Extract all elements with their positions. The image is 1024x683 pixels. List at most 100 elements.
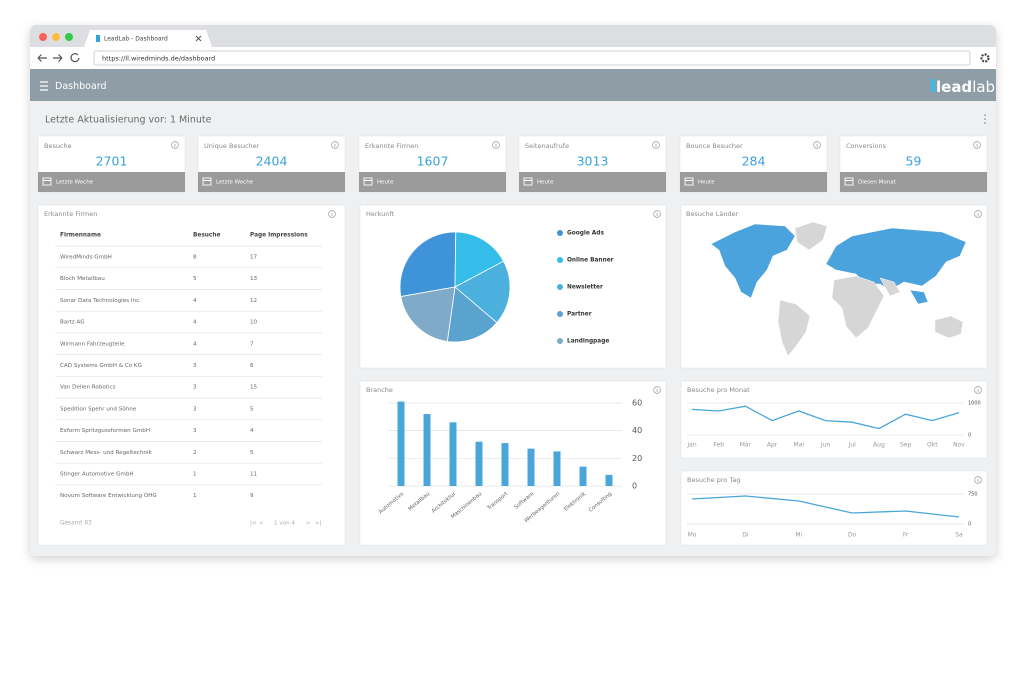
- map-region: [934, 315, 964, 339]
- y-tick-label: 0: [968, 522, 971, 528]
- info-icon[interactable]: [328, 210, 336, 218]
- y-tick-label: 60: [632, 398, 642, 407]
- kpi-title: Unique Besucher: [204, 142, 260, 150]
- pager[interactable]: |<: [250, 521, 257, 527]
- card-title: Branche: [366, 386, 393, 394]
- info-icon[interactable]: [652, 141, 660, 149]
- calendar-icon: [523, 177, 533, 186]
- table-cell: Sonar Data Technologies Inc.: [60, 298, 141, 304]
- bar: [579, 466, 587, 486]
- logo-light: lab: [972, 78, 995, 96]
- nav-reload[interactable]: [70, 53, 80, 63]
- tab-close[interactable]: [195, 35, 202, 42]
- legend-label: Newsletter: [567, 285, 603, 291]
- legend-dot: [557, 311, 563, 317]
- x-tick-label: Mi: [795, 532, 802, 539]
- kpi-footer: [840, 172, 987, 192]
- logo: leadlab: [936, 78, 995, 96]
- calendar-icon: [363, 177, 373, 186]
- table-cell: 4: [193, 320, 197, 326]
- kpi-footer: [359, 172, 506, 192]
- legend-dot: [557, 284, 563, 290]
- kpi-value: 3013: [577, 154, 609, 169]
- kpi-footer: [38, 172, 185, 192]
- info-icon[interactable]: [974, 476, 982, 484]
- kpi-value: 2404: [256, 154, 288, 169]
- info-icon[interactable]: [974, 210, 982, 218]
- x-tick-label: Mo: [688, 532, 697, 539]
- table-cell: 2: [193, 450, 197, 456]
- table-cell: 10: [250, 320, 258, 326]
- table-cell: Schwarz Mess- und Regeltechnik: [60, 450, 152, 456]
- logo-mark: [931, 79, 935, 92]
- info-icon[interactable]: [974, 386, 982, 394]
- kpi-period: Letzte Woche: [216, 180, 254, 186]
- kpi-footer: [519, 172, 666, 192]
- table-cell: 15: [250, 385, 258, 391]
- pie-slice: [454, 260, 511, 324]
- map-region: [794, 221, 828, 251]
- info-icon[interactable]: [813, 141, 821, 149]
- calendar-icon: [202, 177, 212, 186]
- info-icon[interactable]: [973, 141, 981, 149]
- info-icon[interactable]: [653, 210, 661, 218]
- url-bar[interactable]: [93, 50, 971, 66]
- window-button[interactable]: [65, 33, 73, 41]
- table-cell: 5: [250, 450, 254, 456]
- kpi-title: Erkannte Firmen: [365, 142, 418, 150]
- kpi-value: 284: [742, 154, 766, 169]
- kpi-period: Heute: [377, 180, 394, 186]
- column-header: Page Impressions: [250, 233, 308, 239]
- x-tick-label: Okt: [927, 441, 938, 448]
- table-cell: 7: [250, 341, 254, 347]
- y-tick-label: 0: [968, 433, 971, 439]
- window-button[interactable]: [52, 33, 60, 41]
- card: [37, 204, 346, 546]
- y-tick-label: 750: [968, 492, 978, 498]
- nav-back[interactable]: [37, 54, 47, 62]
- kpi-period: Heute: [698, 180, 715, 186]
- info-icon[interactable]: [171, 141, 179, 149]
- nav-forward[interactable]: [53, 54, 63, 62]
- x-tick-label: Apr: [767, 441, 778, 448]
- browser-tab[interactable]: [84, 30, 212, 47]
- table-cell: 1: [193, 493, 197, 499]
- map-region: [710, 223, 796, 299]
- kpi-footer: [680, 172, 827, 192]
- kpi-title: Conversions: [846, 142, 886, 150]
- card: [680, 470, 988, 546]
- settings-icon[interactable]: [980, 53, 990, 63]
- map-region: [777, 299, 811, 357]
- bar: [501, 443, 509, 486]
- x-tick-label: Sa: [955, 532, 963, 539]
- kpi-value: 2701: [96, 154, 128, 169]
- kpi-title: Seitenaufrufe: [525, 142, 569, 150]
- table-cell: Van Dellen Robotics: [60, 385, 116, 391]
- bar: [449, 422, 457, 486]
- table-total: Gesamt 83: [60, 521, 92, 527]
- pager[interactable]: >|: [315, 521, 322, 527]
- pie-slice: [399, 231, 457, 298]
- table-cell: 17: [250, 255, 258, 261]
- card-title: Erkannte Firmen: [44, 210, 97, 218]
- table-cell: 9: [250, 493, 254, 499]
- info-icon[interactable]: [653, 386, 661, 394]
- bar: [553, 451, 561, 486]
- pager[interactable]: <: [259, 521, 264, 527]
- app-header: [30, 69, 996, 101]
- menu-icon[interactable]: [40, 81, 48, 91]
- x-tick-label: Feb: [713, 441, 724, 448]
- calendar-icon: [684, 177, 694, 186]
- pager: 1 von 4: [274, 521, 295, 527]
- window-button[interactable]: [39, 33, 47, 41]
- info-icon[interactable]: [492, 141, 500, 149]
- info-icon[interactable]: [331, 141, 339, 149]
- kpi-value: 59: [906, 154, 922, 169]
- x-tick-label: Mai: [794, 441, 805, 448]
- card-title: Herkunft: [366, 210, 395, 218]
- bar: [605, 474, 613, 486]
- x-tick-label: Di: [742, 532, 749, 539]
- map-region: [879, 277, 901, 297]
- kpi-period: Diesen Monat: [858, 180, 897, 186]
- pager[interactable]: >: [306, 521, 311, 527]
